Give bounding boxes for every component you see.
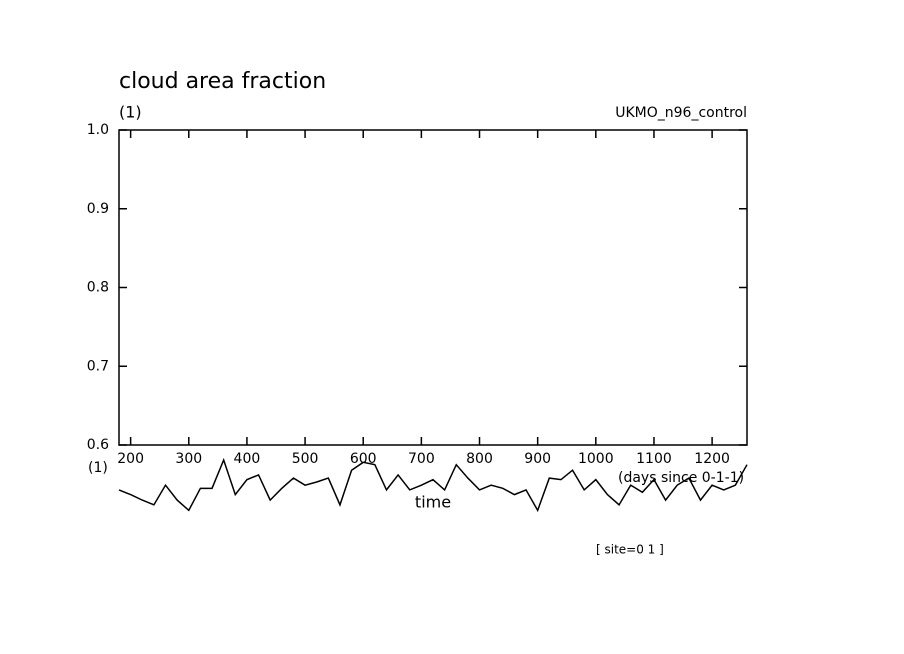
y-tick-label: 0.7	[87, 358, 109, 374]
x-tick-label: 500	[292, 451, 319, 467]
y-tick-label: 0.6	[87, 437, 109, 453]
x-tick-label: 1000	[578, 451, 614, 467]
x-tick-label: 800	[466, 451, 493, 467]
x-tick-label: 1200	[694, 451, 730, 467]
dataset-label: UKMO_n96_control	[615, 105, 747, 121]
data-line	[118, 457, 748, 513]
y-tick-label: 1.0	[87, 122, 109, 138]
x-units: (days since 0-1-1)	[618, 470, 744, 486]
y-tick-label: 0.9	[87, 201, 109, 217]
x-axis-label: time	[415, 493, 451, 512]
chart-title: cloud area fraction	[119, 69, 326, 94]
x-tick-label: 700	[408, 451, 435, 467]
x-tick-label: 400	[234, 451, 261, 467]
x-tick-label: 200	[117, 451, 144, 467]
y-units: (1)	[119, 103, 142, 122]
y-tick-label: 0.8	[87, 280, 109, 296]
x-tick-label: 900	[524, 451, 551, 467]
plot-frame	[118, 129, 748, 446]
footnote: [ site=0 1 ]	[596, 543, 664, 557]
x-tick-label: 1100	[636, 451, 672, 467]
x-units-left: (1)	[88, 460, 108, 476]
x-tick-label: 300	[175, 451, 202, 467]
